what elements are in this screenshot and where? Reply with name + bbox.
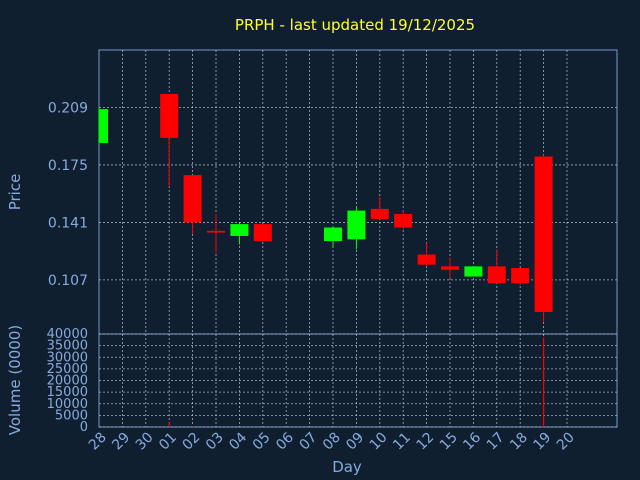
volume-axis-label: Volume (0000) bbox=[6, 325, 24, 435]
volume-tick-label: 5000 bbox=[55, 408, 88, 423]
candle-body bbox=[441, 266, 459, 270]
volume-tick-label: 30000 bbox=[47, 350, 88, 365]
price-tick-label: 0.175 bbox=[48, 158, 88, 174]
x-tick-label: 16 bbox=[460, 429, 484, 453]
candle-body bbox=[160, 93, 179, 138]
candle-body bbox=[464, 266, 483, 277]
x-tick-label: 07 bbox=[297, 430, 321, 454]
candle-body bbox=[534, 156, 553, 313]
x-tick-label: 05 bbox=[250, 430, 274, 454]
volume-tick-label: 10000 bbox=[47, 397, 88, 412]
volume-grid bbox=[99, 333, 617, 428]
x-tick-label: 28 bbox=[86, 430, 110, 454]
candle-body bbox=[230, 224, 249, 236]
candles bbox=[98, 93, 553, 323]
volume-bars bbox=[168, 337, 545, 427]
price-tick-label: 0.141 bbox=[48, 215, 88, 231]
candle-body bbox=[511, 268, 530, 284]
candle-body bbox=[183, 175, 202, 223]
x-tick-label: 01 bbox=[156, 430, 180, 454]
volume-tick-label: 35000 bbox=[47, 339, 88, 354]
candle-body bbox=[417, 254, 436, 265]
volume-tick-label: 0 bbox=[80, 420, 88, 435]
price-axis-label: Price bbox=[6, 174, 24, 211]
x-tick-label: 11 bbox=[390, 430, 414, 454]
x-tick-label: 29 bbox=[109, 430, 133, 454]
price-tick-label: 0.209 bbox=[48, 100, 88, 116]
x-tick-label: 02 bbox=[180, 430, 204, 454]
x-tick-label: 18 bbox=[507, 430, 531, 454]
volume-tick-label: 15000 bbox=[47, 385, 88, 400]
x-tick-label: 30 bbox=[133, 430, 157, 454]
volume-tick-label: 20000 bbox=[47, 374, 88, 389]
candle-body bbox=[253, 224, 272, 242]
x-axis-label: Day bbox=[332, 458, 362, 476]
x-tick-label: 08 bbox=[320, 430, 344, 454]
x-tick-label: 10 bbox=[367, 430, 391, 454]
volume-tick-label: 40000 bbox=[47, 327, 88, 342]
candle-body bbox=[324, 227, 342, 242]
x-tick-label: 17 bbox=[484, 430, 508, 454]
candle-body bbox=[347, 210, 366, 240]
x-tick-label: 09 bbox=[343, 430, 367, 454]
candle-body bbox=[394, 213, 413, 228]
x-tick-label: 15 bbox=[437, 430, 461, 454]
x-ticks: 28 29 30 01 02 03 04 05 06 07 08 09 10 11 12 15 16 17 18 19… bbox=[86, 429, 578, 453]
candle-body bbox=[99, 109, 108, 143]
candle-body bbox=[487, 266, 506, 284]
volume-tick-label: 25000 bbox=[47, 362, 88, 377]
price-grid bbox=[99, 50, 617, 334]
price-tick-label: 0.107 bbox=[48, 273, 88, 289]
volume-panel bbox=[98, 333, 618, 428]
x-tick-label: 04 bbox=[226, 429, 250, 453]
price-y-ticks: 0.209 0.175 0.141 0.107 bbox=[48, 100, 88, 288]
x-tick-label: 03 bbox=[203, 430, 227, 454]
candle-body bbox=[207, 230, 225, 233]
candle-body bbox=[370, 208, 389, 220]
x-tick-label: 06 bbox=[273, 429, 297, 453]
x-tick-label: 12 bbox=[414, 430, 438, 454]
x-tick-label: 20 bbox=[554, 430, 578, 454]
x-tick-label: 19 bbox=[531, 430, 555, 454]
chart-title: PRPH - last updated 19/12/2025 bbox=[235, 16, 475, 34]
